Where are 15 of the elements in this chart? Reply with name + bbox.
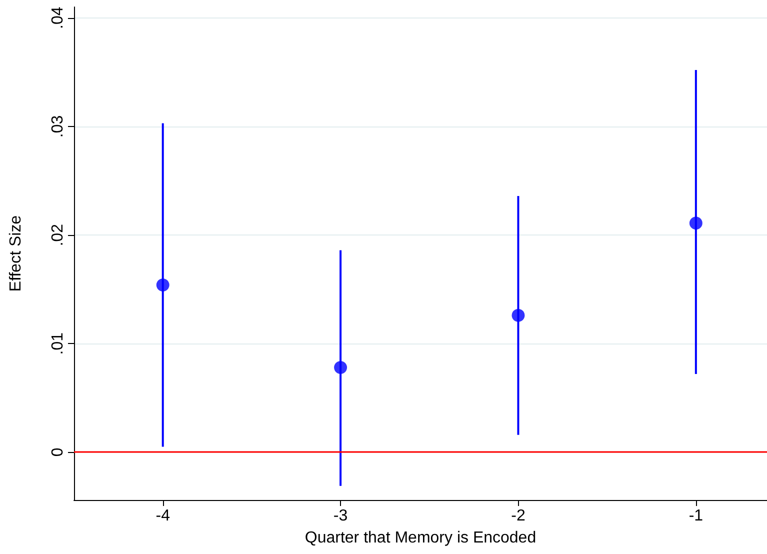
x-tick-label: -2 — [511, 508, 526, 524]
y-tick-label: 0 — [50, 448, 66, 457]
point — [156, 278, 170, 292]
y-tick-label: .03 — [50, 115, 66, 138]
point — [689, 216, 702, 230]
point — [512, 308, 525, 322]
x-tick-label: -4 — [156, 508, 170, 524]
point — [334, 361, 348, 374]
x-tick-label: -1 — [688, 508, 704, 524]
y-tick-label: .02 — [50, 224, 66, 246]
x-tick-label: -3 — [333, 508, 348, 524]
y-tick-label: .01 — [50, 332, 66, 355]
y-axis-title: Effect Size — [8, 215, 24, 292]
y-tick-label: .04 — [50, 6, 66, 29]
x-axis-title: Quarter that Memory is Encoded — [304, 530, 536, 546]
